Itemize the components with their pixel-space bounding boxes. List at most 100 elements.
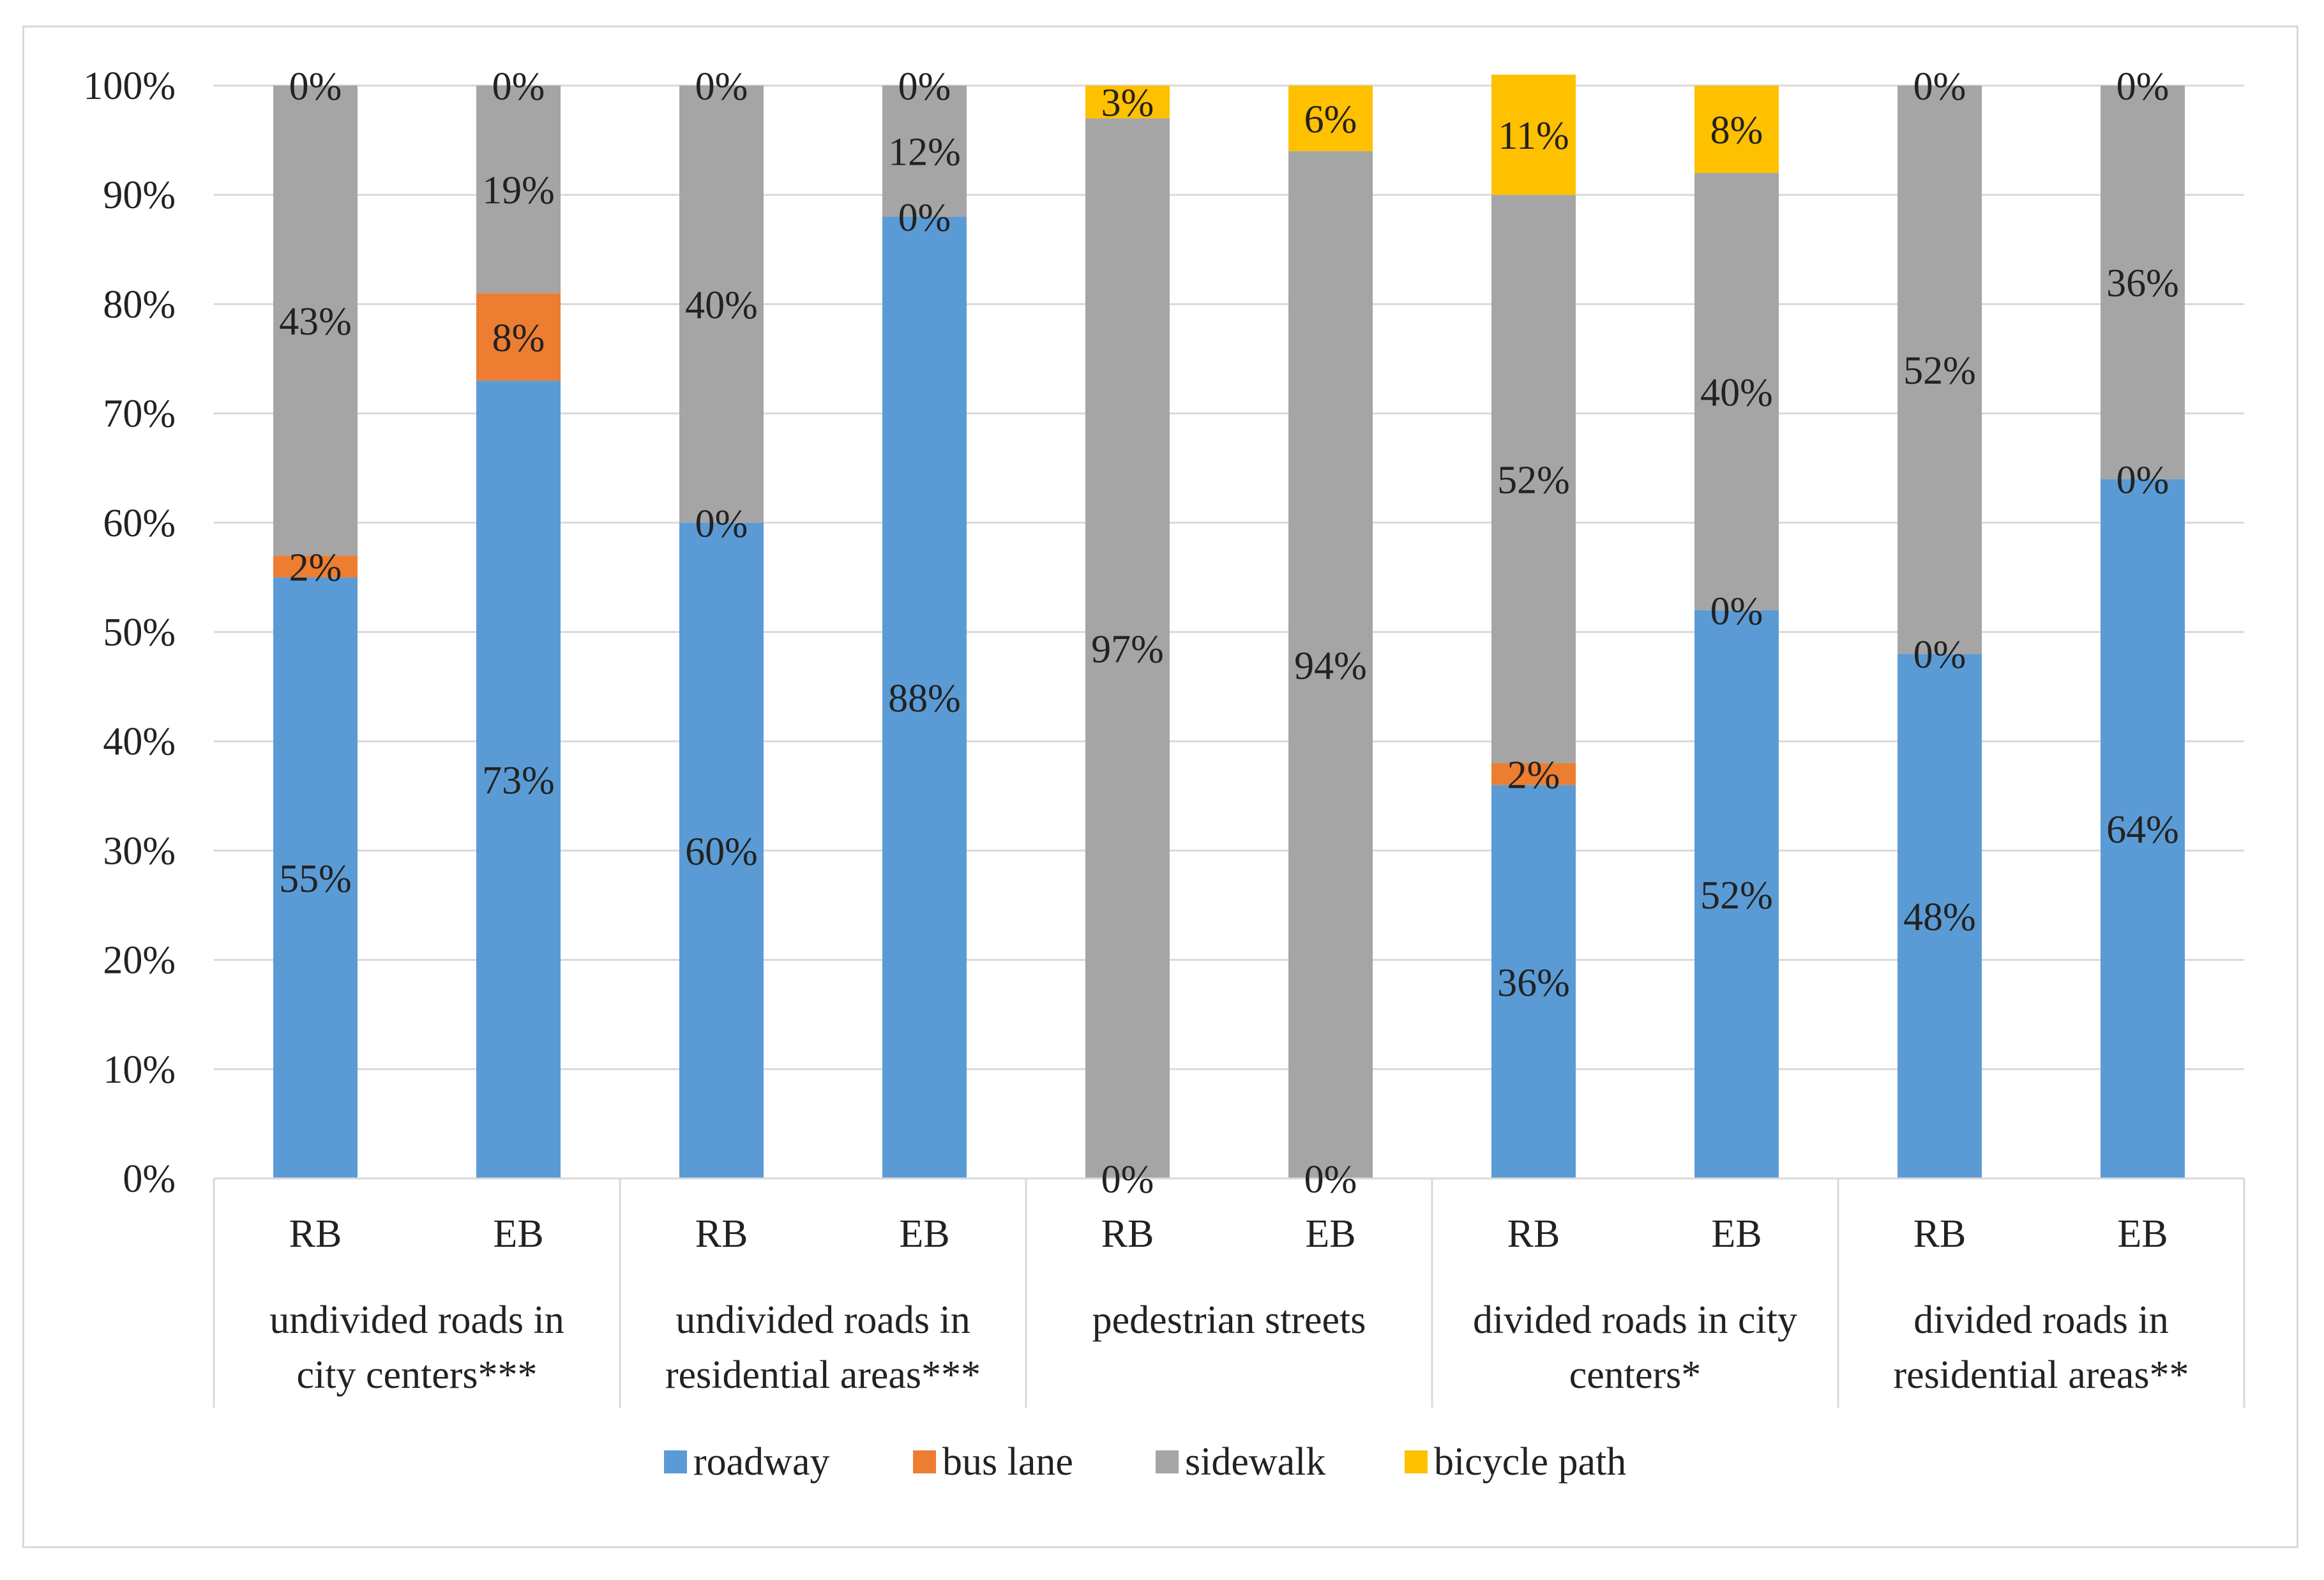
bars <box>273 74 2185 1179</box>
group-label: city centers*** <box>296 1353 537 1397</box>
data-label: 0% <box>898 65 951 109</box>
data-label: 8% <box>1710 109 1763 152</box>
bar-segment <box>273 555 358 578</box>
data-label: 36% <box>1497 961 1570 1005</box>
data-label: 36% <box>2106 262 2179 305</box>
legend: roadway bus lane sidewalk bicycle path <box>664 1440 1626 1484</box>
x-tick-label: RB <box>1913 1212 1966 1256</box>
data-label: 40% <box>685 283 758 327</box>
data-label: 0% <box>1101 1158 1154 1201</box>
group-label: pedestrian streets <box>1092 1298 1366 1342</box>
bar-segment <box>1288 86 1373 151</box>
data-label: 0% <box>898 196 951 239</box>
data-label: 48% <box>1903 896 1976 939</box>
data-label: 0% <box>2116 458 2169 502</box>
y-tick-label: 70% <box>103 393 176 436</box>
data-label: 88% <box>888 677 961 721</box>
legend-label: roadway <box>693 1440 829 1484</box>
y-tick-label: 10% <box>103 1048 176 1092</box>
axes: 0% 10% 20% 30% 40% 50% 60% 70% 80% 90% 100% RB EB RB E… <box>83 64 2245 1408</box>
data-label: 40% <box>1700 371 1773 414</box>
legend-swatch <box>913 1450 936 1473</box>
x-tick-label: RB <box>695 1212 748 1256</box>
data-label: 0% <box>1913 65 1966 109</box>
bar-segment <box>1491 74 1576 195</box>
data-label: 0% <box>289 65 342 109</box>
bar-segment <box>1491 785 1576 1178</box>
bar-segment <box>679 86 764 523</box>
bar-segment <box>273 86 358 556</box>
group-label: residential areas** <box>1893 1353 2189 1397</box>
x-tick-label: EB <box>2117 1212 2168 1256</box>
data-label: 43% <box>279 300 352 343</box>
y-tick-label: 100% <box>83 64 176 108</box>
x-tick-label: EB <box>493 1212 543 1256</box>
data-label: 94% <box>1294 644 1367 688</box>
data-label: 0% <box>695 65 748 109</box>
data-label: 52% <box>1903 349 1976 393</box>
bar-segment <box>476 293 561 381</box>
legend-swatch <box>1156 1450 1179 1473</box>
bar-segment <box>679 522 764 1178</box>
x-tick-label: EB <box>1711 1212 1762 1256</box>
data-label: 0% <box>1304 1158 1357 1201</box>
bar-segment <box>1898 654 1982 1178</box>
y-tick-label: 30% <box>103 829 176 873</box>
x-tick-label: EB <box>899 1212 949 1256</box>
data-labels: 55% 2% 43% 0% 73% 8% 19% 0% 60% 0% 40% 0% 88% 0% 12% 0%… <box>279 65 2179 1201</box>
bar-segment <box>1491 195 1576 764</box>
group-label: residential areas*** <box>665 1353 981 1397</box>
group-label: centers* <box>1569 1353 1701 1397</box>
legend-label: sidewalk <box>1185 1440 1325 1484</box>
legend-swatch <box>1405 1450 1428 1473</box>
data-label: 12% <box>888 131 961 174</box>
data-label: 3% <box>1101 82 1154 125</box>
legend-label: bus lane <box>942 1440 1073 1484</box>
bar-segment <box>2101 479 2185 1178</box>
y-tick-label: 90% <box>103 174 176 217</box>
x-tick-label: RB <box>1101 1212 1154 1256</box>
x-tick-label: RB <box>289 1212 342 1256</box>
data-label: 0% <box>1710 590 1763 633</box>
data-label: 60% <box>685 830 758 873</box>
data-label: 64% <box>2106 808 2179 852</box>
group-label: divided roads in <box>1913 1298 2169 1342</box>
bar-segment <box>882 216 967 1179</box>
y-tick-label: 20% <box>103 939 176 982</box>
x-tick-label: RB <box>1507 1212 1560 1256</box>
y-tick-label: 0% <box>123 1157 176 1201</box>
data-label: 11% <box>1498 114 1569 158</box>
y-tick-label: 40% <box>103 720 176 764</box>
data-label: 52% <box>1700 874 1773 917</box>
data-label: 55% <box>279 857 352 901</box>
y-tick-label: 60% <box>103 502 176 545</box>
data-label: 73% <box>482 759 555 802</box>
y-tick-label: 50% <box>103 611 176 654</box>
bar-segment <box>1491 763 1576 785</box>
data-label: 0% <box>695 502 748 546</box>
bar-segment <box>1288 151 1373 1179</box>
data-label: 2% <box>1507 754 1560 797</box>
bar-segment <box>882 86 967 217</box>
group-label: divided roads in city <box>1473 1298 1797 1342</box>
data-label: 2% <box>289 546 342 589</box>
legend-label: bicycle path <box>1434 1440 1626 1484</box>
data-label: 8% <box>492 317 545 360</box>
y-tick-label: 80% <box>103 283 176 326</box>
bar-segment <box>1085 86 1170 119</box>
bar-segment <box>1085 118 1170 1179</box>
bar-segment <box>476 380 561 1178</box>
group-label: undivided roads in <box>675 1298 970 1342</box>
data-label: 0% <box>2116 65 2169 109</box>
bar-segment <box>2101 86 2185 479</box>
group-label: undivided roads in <box>269 1298 564 1342</box>
data-label: 52% <box>1497 458 1570 502</box>
bar-segment <box>1694 610 1779 1178</box>
data-label: 6% <box>1304 98 1357 141</box>
data-label: 97% <box>1091 628 1164 672</box>
data-label: 19% <box>482 169 555 213</box>
bar-segment <box>1694 86 1779 173</box>
data-label: 0% <box>1913 633 1966 677</box>
bar-segment <box>1898 86 1982 654</box>
